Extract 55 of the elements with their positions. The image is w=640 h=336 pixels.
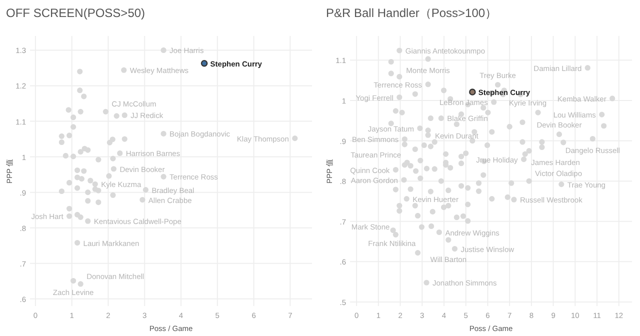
point	[58, 188, 64, 194]
point	[66, 180, 72, 186]
point	[78, 149, 84, 155]
point	[58, 133, 64, 139]
chart-title: P&R Ball Handler（Poss>100）	[326, 6, 498, 20]
point	[122, 136, 128, 142]
point	[85, 190, 91, 196]
point	[70, 154, 76, 160]
point	[78, 108, 84, 114]
point	[74, 167, 80, 174]
point	[110, 166, 116, 172]
point	[121, 67, 127, 73]
point	[66, 107, 72, 113]
point	[78, 176, 84, 182]
point	[110, 156, 116, 162]
point	[77, 88, 83, 94]
point	[70, 114, 76, 120]
point	[106, 140, 112, 146]
point	[96, 156, 102, 162]
point	[292, 136, 298, 142]
point	[88, 178, 94, 184]
point	[92, 181, 98, 187]
point	[62, 152, 68, 159]
point	[110, 192, 116, 198]
point	[106, 173, 112, 179]
point	[74, 240, 80, 246]
point	[117, 150, 123, 156]
point	[102, 108, 108, 114]
point	[140, 196, 146, 203]
point	[74, 185, 80, 191]
point	[200, 60, 208, 67]
point	[78, 214, 84, 220]
point	[78, 281, 84, 287]
point	[81, 168, 87, 174]
point	[85, 147, 91, 153]
point	[122, 112, 128, 118]
point	[66, 132, 72, 138]
point	[160, 130, 166, 136]
point	[85, 198, 91, 204]
point	[85, 218, 91, 224]
point	[77, 68, 83, 74]
point	[160, 174, 166, 180]
point	[81, 94, 87, 100]
point	[114, 113, 120, 119]
point	[66, 213, 72, 219]
point	[66, 206, 72, 212]
chart-title: OFF SCREEN(POSS>50)	[6, 6, 146, 20]
point	[70, 278, 76, 284]
point	[58, 139, 64, 146]
point	[96, 188, 102, 194]
point	[70, 124, 76, 130]
point	[160, 47, 166, 54]
point	[96, 199, 102, 206]
point	[74, 174, 80, 180]
point	[142, 187, 149, 193]
